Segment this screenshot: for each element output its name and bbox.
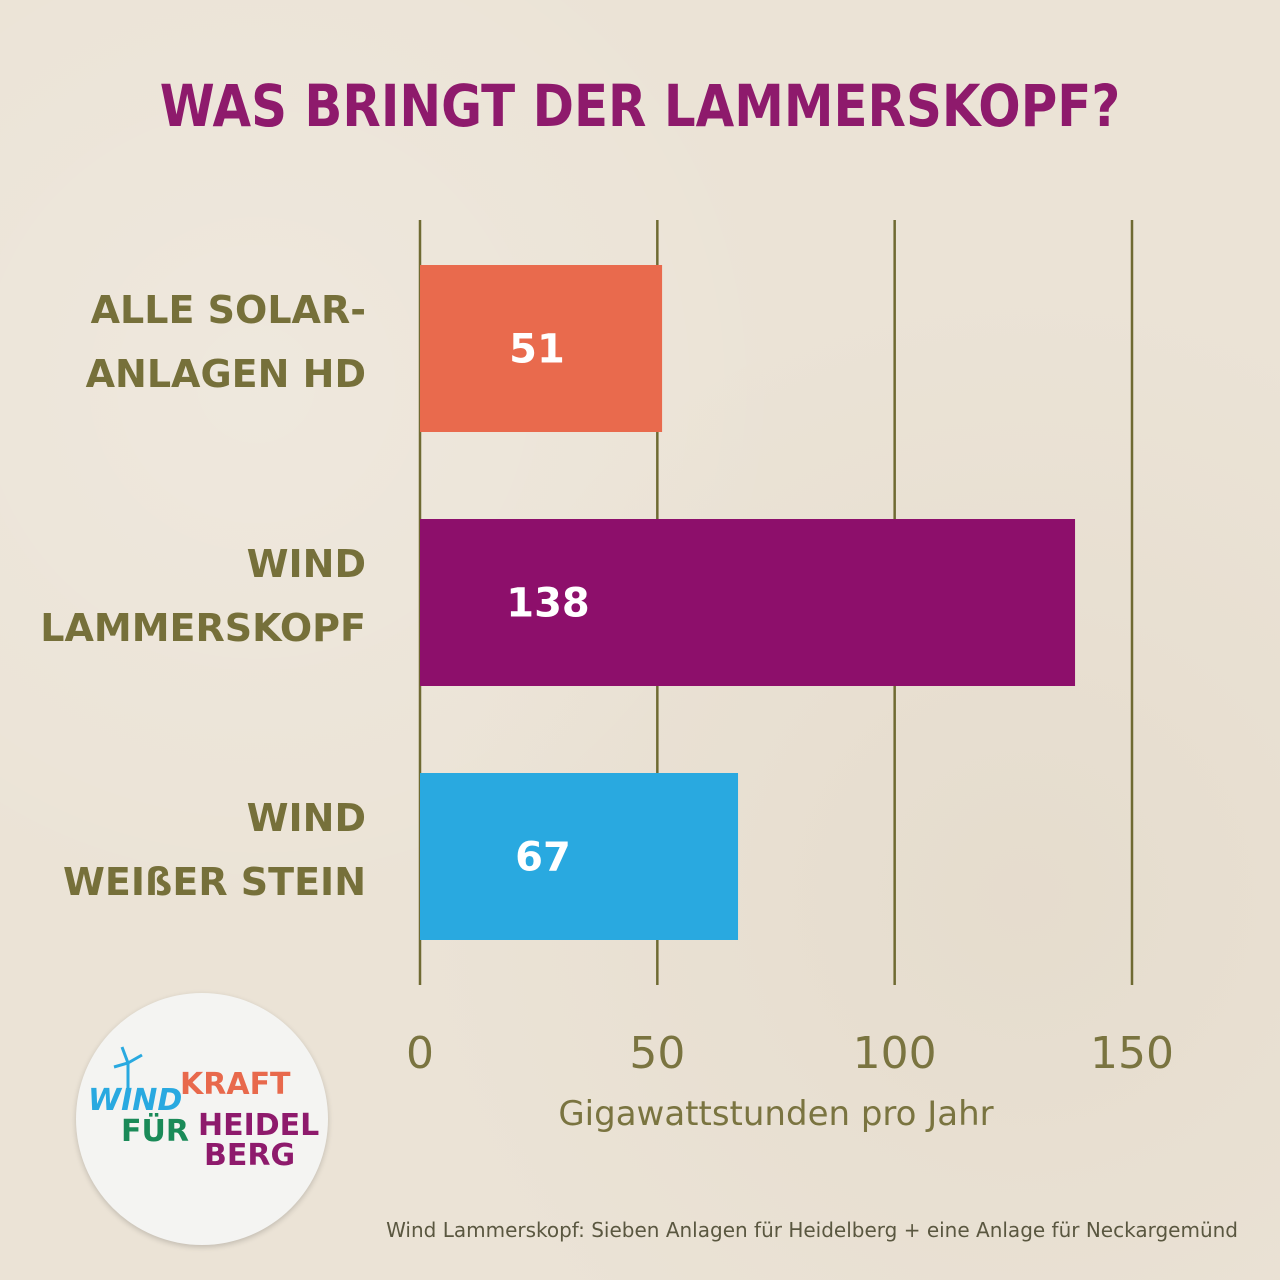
category-label-2-line-0: WIND [247,796,366,840]
category-label-1-line-0: WIND [247,542,366,586]
logo-text-wind: WIND [88,1083,183,1118]
x-axis-title: Gigawattstunden pro Jahr [558,1094,993,1134]
bar-value-label-2: 67 [515,835,571,881]
chart-title: WAS BRINGT DER LAMMERSKOPF? [159,72,1121,140]
logo-text-kraft: KRAFT [180,1067,291,1102]
x-tick-label-100: 100 [853,1028,937,1079]
category-label-0-line-0: ALLE SOLAR- [91,288,366,332]
category-label-2-line-1: WEIßER STEIN [63,860,366,904]
bar-value-label-1: 138 [506,581,590,627]
wind-turbine-icon [113,1046,143,1089]
bar-2 [420,773,739,940]
logo-text-berg: BERG [204,1138,296,1173]
x-tick-label-50: 50 [629,1028,685,1079]
bar-1 [420,519,1076,686]
bar-0 [420,265,663,432]
logo-text-heidel: HEIDEL [198,1108,320,1143]
logo-text-fuer: FÜR [121,1114,189,1149]
category-label-1-line-1: LAMMERSKOPF [40,606,366,650]
x-tick-label-150: 150 [1090,1028,1174,1079]
x-tick-label-0: 0 [406,1028,434,1079]
bar-value-label-0: 51 [509,327,565,373]
footnote: Wind Lammerskopf: Sieben Anlagen für Hei… [386,1218,1238,1242]
windkraft-logo-sticker: WIND KRAFT FÜR HEIDEL BERG [76,993,328,1245]
category-label-0-line-1: ANLAGEN HD [86,352,366,396]
